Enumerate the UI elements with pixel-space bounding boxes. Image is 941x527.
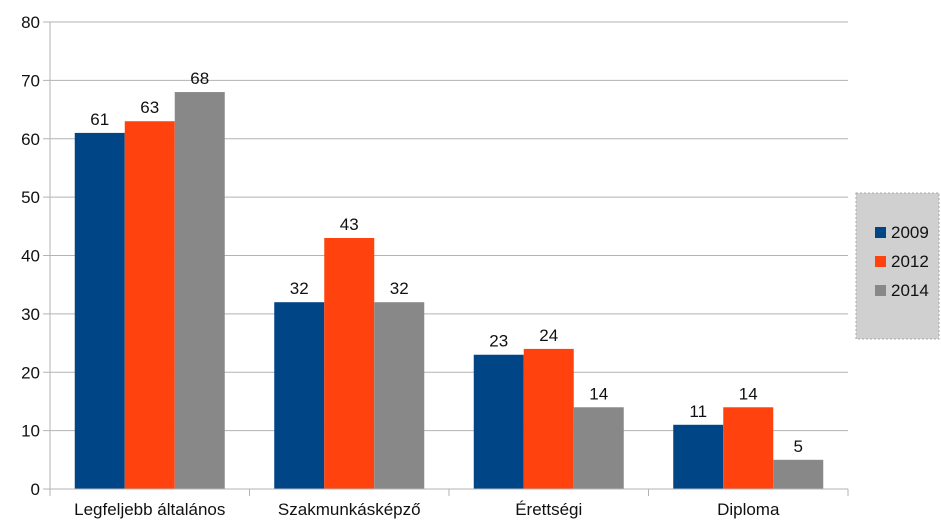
bar (374, 302, 425, 489)
legend-box (855, 192, 940, 340)
y-tick-label: 80 (21, 13, 40, 32)
legend-swatch (875, 285, 886, 296)
category-labels: Legfeljebb általános Szakmunkásképző Érett… (74, 500, 780, 519)
bar (74, 132, 125, 489)
category-label: Legfeljebb általános (74, 500, 225, 519)
bar (673, 424, 724, 489)
y-axis-ticks: 0 10 20 30 40 50 60 70 80 (21, 13, 40, 499)
y-tick-label: 30 (21, 305, 40, 324)
bar (523, 348, 574, 489)
data-label: 68 (190, 69, 209, 88)
data-label: 61 (90, 110, 109, 129)
category-label: Szakmunkásképző (278, 500, 421, 519)
y-tick-label: 70 (21, 71, 40, 90)
bar (274, 302, 325, 489)
legend-swatch (875, 227, 886, 238)
category-label: Érettségi (515, 500, 582, 519)
bar (573, 407, 624, 489)
data-label: 14 (589, 384, 608, 403)
bar (324, 237, 375, 489)
bar (124, 121, 175, 490)
legend-swatch (875, 256, 886, 267)
axes (49, 22, 849, 496)
bar (473, 354, 524, 489)
category-label: Diploma (717, 500, 780, 519)
bar (174, 92, 225, 490)
data-label: 23 (489, 332, 508, 351)
y-tick-label: 60 (21, 130, 40, 149)
data-label: 5 (794, 437, 803, 456)
y-tick-label: 50 (21, 188, 40, 207)
y-tick-label: 20 (21, 363, 40, 382)
data-label: 43 (340, 215, 359, 234)
data-labels: 61 63 68 32 43 32 23 24 14 11 14 5 (90, 69, 803, 456)
y-tick-label: 10 (21, 422, 40, 441)
data-label: 32 (290, 279, 309, 298)
bars (74, 92, 824, 490)
y-tick-label: 0 (31, 480, 40, 499)
legend-label: 2014 (891, 281, 929, 300)
data-label: 11 (689, 402, 707, 421)
data-label: 14 (739, 384, 758, 403)
y-tick-label: 40 (21, 247, 40, 266)
data-label: 24 (539, 326, 558, 345)
legend: 2009 2012 2014 (855, 192, 940, 340)
bar (773, 459, 824, 489)
data-label: 63 (140, 98, 159, 117)
data-label: 32 (390, 279, 409, 298)
legend-label: 2012 (891, 252, 929, 271)
bar (723, 407, 774, 489)
legend-label: 2009 (891, 223, 929, 242)
